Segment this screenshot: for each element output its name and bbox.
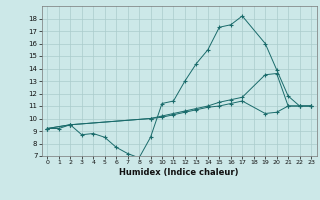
X-axis label: Humidex (Indice chaleur): Humidex (Indice chaleur) [119,168,239,177]
